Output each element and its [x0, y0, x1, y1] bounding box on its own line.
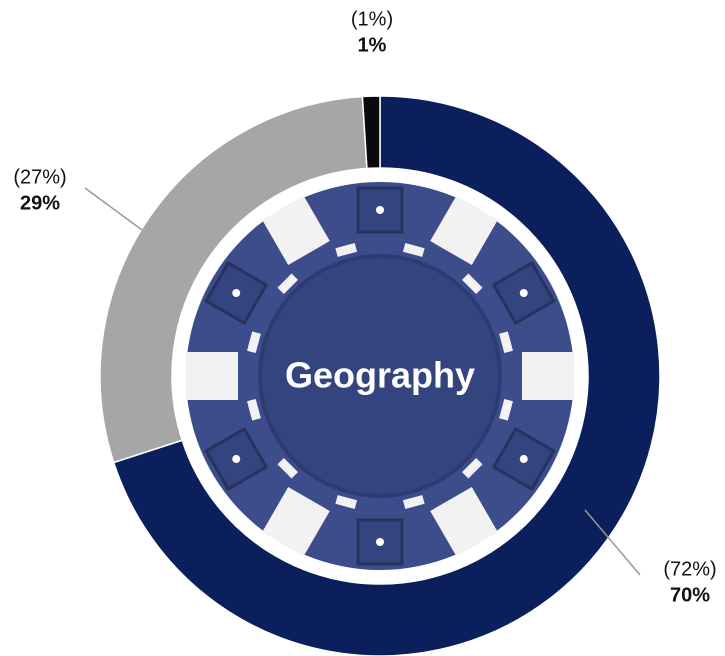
chip-dash [499, 398, 513, 421]
chip-insert [402, 486, 498, 557]
chip-dash [247, 398, 261, 421]
comparison-label: (1%) [351, 8, 393, 30]
donut-slice [361, 95, 381, 170]
chip-dash [499, 331, 513, 354]
dice-pip [376, 206, 384, 214]
chip-dash [335, 243, 358, 257]
leader-line [84, 187, 143, 231]
comparison-label: (27%) [13, 166, 66, 188]
chip-dice [491, 260, 556, 354]
chip-dash [402, 243, 425, 257]
dice-pip [232, 454, 241, 463]
center-label: Geography [285, 355, 475, 396]
donut-slice [112, 95, 661, 656]
chip-insert [522, 352, 574, 400]
poker-chip [180, 176, 580, 576]
chip-dice [356, 186, 425, 257]
chip-insert [262, 458, 330, 557]
chip-insert [430, 195, 498, 294]
chip-insert [430, 486, 498, 557]
chip-dash [402, 495, 425, 509]
chip-dice [204, 398, 269, 492]
value-label: 1% [358, 34, 387, 56]
chip-insert [499, 352, 574, 421]
chip-dash [277, 273, 298, 294]
donut-slice [99, 95, 368, 464]
chip-dash [462, 273, 483, 294]
comparison-label: (72%) [663, 558, 716, 580]
dice-pip [232, 289, 241, 298]
chip-dash [277, 458, 298, 479]
chip-insert [262, 195, 358, 266]
chip-insert [186, 331, 261, 400]
dice-pip [376, 538, 384, 546]
chip-dash [247, 331, 261, 354]
chip-dice [335, 495, 404, 566]
chip-dice [462, 426, 556, 492]
dice-pip [519, 455, 528, 463]
value-label: 29% [20, 192, 60, 214]
chip-dash [335, 495, 358, 509]
value-label: 70% [670, 584, 710, 606]
dice-pip [519, 289, 528, 298]
chip-insert [262, 195, 330, 266]
chip-dash [462, 458, 483, 479]
chip-insert [430, 195, 498, 266]
chip-center [258, 254, 502, 498]
chip-insert [186, 352, 238, 400]
chip-insert [262, 486, 330, 557]
leader-line [584, 509, 641, 576]
chip-dice [204, 260, 298, 326]
